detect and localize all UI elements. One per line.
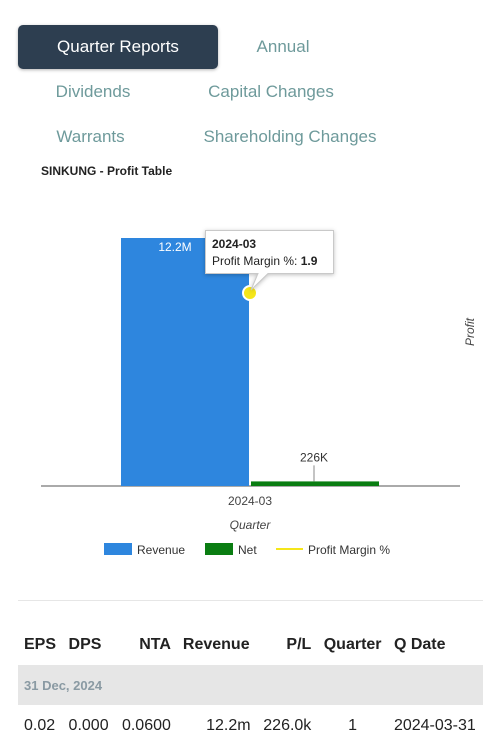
- financials-table: EPS DPS NTA Revenue P/L Quarter Q Date 3…: [18, 624, 483, 746]
- x-axis-title: Quarter: [230, 518, 272, 532]
- tooltip-category: 2024-03: [212, 237, 256, 251]
- tab-quarter-reports[interactable]: Quarter Reports: [18, 25, 218, 69]
- col-header-quarter[interactable]: Quarter: [323, 635, 382, 653]
- col-header-dps[interactable]: DPS: [68, 635, 102, 653]
- cell-quarter: 1: [348, 716, 358, 734]
- tab-dividends[interactable]: Dividends: [55, 82, 131, 101]
- col-header-revenue[interactable]: Revenue: [182, 635, 250, 653]
- data-label-net: 226K: [300, 450, 328, 464]
- tab-warrants[interactable]: Warrants: [56, 127, 125, 146]
- table-header-row: EPS DPS NTA Revenue P/L Quarter Q Date: [18, 624, 483, 665]
- tooltip-label: Profit Margin %:: [212, 254, 301, 268]
- legend-label-profit-margin[interactable]: Profit Margin %: [308, 543, 390, 557]
- group-label: 31 Dec, 2024: [18, 665, 483, 705]
- tab-shareholding-changes[interactable]: Shareholding Changes: [203, 127, 377, 146]
- data-label-revenue: 12.2M: [158, 240, 191, 254]
- legend-swatch-revenue[interactable]: [104, 543, 132, 555]
- tooltip-box: [205, 230, 334, 291]
- legend-swatch-net[interactable]: [205, 543, 233, 555]
- cell-nta: 0.0600: [121, 716, 171, 734]
- tab-annual[interactable]: Annual: [256, 37, 310, 56]
- col-header-eps[interactable]: EPS: [24, 635, 57, 653]
- tab-capital-changes[interactable]: Capital Changes: [208, 82, 334, 101]
- profit-chart: 12.2M 226K 2024-03 Quarter Profit Revenue…: [41, 230, 477, 557]
- cell-revenue: 12.2m: [206, 716, 251, 734]
- cell-dps: 0.000: [68, 716, 109, 734]
- cell-pl: 226.0k: [263, 716, 312, 734]
- tooltip-value: 1.9: [301, 254, 318, 268]
- col-header-pl[interactable]: P/L: [286, 635, 312, 653]
- right-axis-title: Profit: [463, 317, 477, 346]
- point-profit-margin[interactable]: [242, 285, 258, 301]
- chart-legend: Revenue Net Profit Margin %: [104, 543, 390, 557]
- tooltip-line: Profit Margin %: 1.9: [212, 254, 318, 268]
- col-header-qdate[interactable]: Q Date: [393, 635, 446, 653]
- table-row[interactable]: 0.02 0.000 0.0600 12.2m 226.0k 1 2024-03…: [18, 705, 483, 746]
- x-tick-label: 2024-03: [228, 494, 272, 508]
- bar-revenue[interactable]: [121, 238, 249, 486]
- cell-eps: 0.02: [24, 716, 56, 734]
- legend-label-net[interactable]: Net: [238, 543, 257, 557]
- section-divider: [18, 600, 483, 601]
- cell-qdate: 2024-03-31: [393, 716, 476, 734]
- chart-marks: 12.2M 226K: [121, 238, 379, 486]
- bar-net[interactable]: [251, 481, 379, 486]
- legend-label-revenue[interactable]: Revenue: [137, 543, 185, 557]
- chart-tooltip: 2024-03 Profit Margin %: 1.9: [205, 230, 334, 291]
- section-title: SINKUNG - Profit Table: [41, 164, 173, 178]
- table-group-row: 31 Dec, 2024: [18, 665, 483, 705]
- col-header-nta[interactable]: NTA: [139, 635, 171, 653]
